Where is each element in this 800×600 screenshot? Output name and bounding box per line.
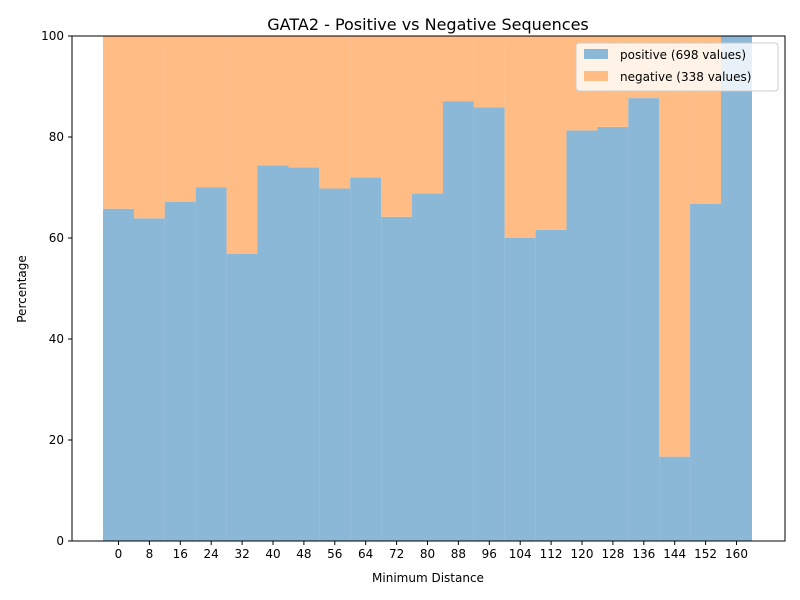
legend: positive (698 values) negative (338 valu… bbox=[575, 42, 779, 92]
x-tick-label: 104 bbox=[509, 547, 532, 561]
x-tick-label: 80 bbox=[420, 547, 435, 561]
bar-negative-80 bbox=[412, 36, 443, 194]
plot-frame bbox=[71, 35, 786, 542]
y-axis: 0 20 40 60 80 100 bbox=[41, 29, 72, 548]
bar-negative-112 bbox=[535, 36, 567, 230]
legend-swatch-positive bbox=[584, 49, 608, 59]
bar-negative-88 bbox=[442, 36, 474, 102]
x-tick-label: 136 bbox=[632, 547, 655, 561]
x-tick-label: 8 bbox=[146, 547, 154, 561]
x-tick-label: 128 bbox=[601, 547, 624, 561]
bar-positive-88 bbox=[442, 101, 474, 542]
x-tick-label: 96 bbox=[482, 547, 497, 561]
x-tick-label: 48 bbox=[296, 547, 311, 561]
bar-positive-40 bbox=[257, 165, 289, 541]
x-tick-label: 24 bbox=[204, 547, 219, 561]
bar-negative-32 bbox=[226, 36, 258, 254]
bar-positive-136 bbox=[628, 98, 660, 542]
bar-positive-112 bbox=[535, 229, 567, 542]
bar-positive-152 bbox=[690, 203, 722, 541]
x-tick-label: 0 bbox=[115, 547, 123, 561]
y-tick-label: 0 bbox=[56, 534, 64, 548]
x-tick-label: 152 bbox=[694, 547, 717, 561]
bar-negative-16 bbox=[164, 36, 196, 202]
chart-title: GATA2 - Positive vs Negative Sequences bbox=[267, 15, 589, 34]
y-tick-label: 60 bbox=[49, 231, 64, 245]
bar-positive-16 bbox=[164, 201, 196, 541]
bar-positive-24 bbox=[195, 187, 227, 541]
bar-negative-0 bbox=[103, 36, 134, 209]
bar-positive-128 bbox=[597, 126, 629, 542]
bar-negative-64 bbox=[350, 36, 382, 178]
x-tick-label: 72 bbox=[389, 547, 404, 561]
x-tick-label: 56 bbox=[327, 547, 342, 561]
legend-label-positive: positive (698 values) bbox=[620, 48, 746, 62]
x-tick-label: 64 bbox=[358, 547, 373, 561]
y-tick-label: 40 bbox=[49, 332, 64, 346]
y-tick-label: 80 bbox=[49, 130, 64, 144]
bar-negative-40 bbox=[257, 36, 289, 166]
y-tick-label: 100 bbox=[41, 29, 64, 43]
bars-group bbox=[103, 36, 752, 542]
y-axis-title: Percentage bbox=[15, 255, 29, 323]
bar-negative-56 bbox=[319, 36, 351, 189]
x-tick-label: 112 bbox=[540, 547, 563, 561]
bar-positive-120 bbox=[566, 130, 598, 541]
bar-positive-104 bbox=[504, 238, 536, 541]
bar-positive-32 bbox=[226, 253, 258, 541]
x-tick-label: 144 bbox=[663, 547, 686, 561]
x-tick-label: 88 bbox=[451, 547, 466, 561]
x-tick-label: 120 bbox=[571, 547, 594, 561]
legend-swatch-negative bbox=[584, 71, 608, 81]
bar-positive-144 bbox=[659, 456, 691, 541]
bar-positive-96 bbox=[473, 107, 505, 541]
x-tick-label: 40 bbox=[265, 547, 280, 561]
bar-negative-48 bbox=[288, 36, 320, 168]
bar-negative-8 bbox=[133, 36, 165, 219]
bar-negative-144 bbox=[659, 36, 691, 457]
legend-label-negative: negative (338 values) bbox=[620, 70, 751, 84]
x-axis: 0 8 16 24 32 40 48 56 64 72 80 88 96 104 112 120 128 136 1… bbox=[115, 541, 748, 561]
bar-positive-64 bbox=[350, 177, 382, 541]
y-tick-label: 20 bbox=[49, 433, 64, 447]
bar-positive-72 bbox=[381, 216, 413, 542]
bar-positive-56 bbox=[319, 188, 351, 541]
bar-negative-24 bbox=[195, 36, 227, 188]
x-tick-label: 160 bbox=[725, 547, 748, 561]
bar-negative-96 bbox=[473, 36, 505, 108]
bar-positive-160 bbox=[721, 36, 752, 541]
x-tick-label: 32 bbox=[234, 547, 249, 561]
x-axis-title: Minimum Distance bbox=[372, 571, 484, 585]
bar-positive-0 bbox=[103, 208, 134, 541]
bar-positive-48 bbox=[288, 167, 320, 542]
bar-negative-72 bbox=[381, 36, 413, 217]
bar-positive-80 bbox=[412, 193, 443, 541]
legend-box bbox=[575, 42, 779, 92]
bar-positive-8 bbox=[133, 218, 165, 541]
x-tick-label: 16 bbox=[173, 547, 188, 561]
bar-negative-104 bbox=[504, 36, 536, 238]
